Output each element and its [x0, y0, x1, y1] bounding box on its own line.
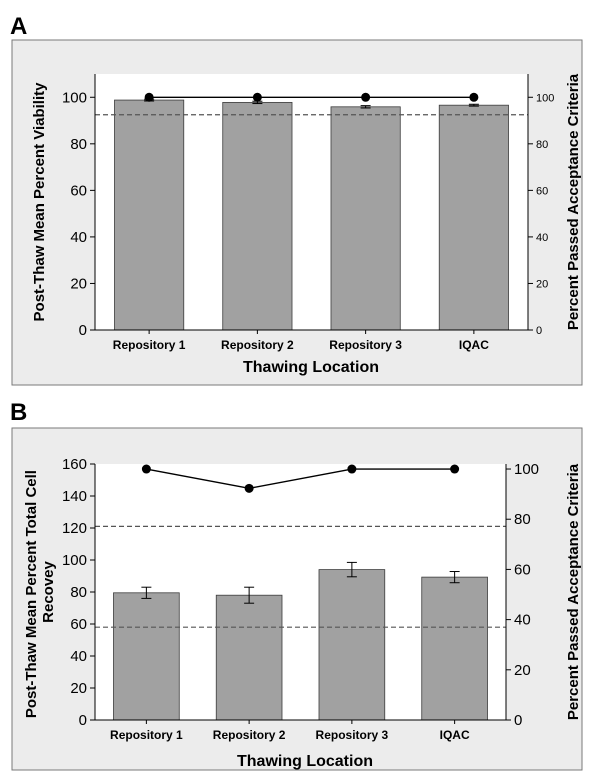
- panel-a-right-tick-label-40: 40: [536, 232, 548, 244]
- panel-a-x-axis-label: Thawing Location: [243, 359, 379, 376]
- panel-b-y-axis-label-line-1: Post-Thaw Mean Percent Total Cell: [23, 470, 40, 718]
- panel-a-left-tick-label-100: 100: [62, 89, 87, 106]
- panel-b-left-tick-label-60: 60: [70, 616, 87, 633]
- panel-b-left-tick-label-80: 80: [70, 584, 87, 601]
- panel-a-right-tick-label-20: 20: [536, 278, 548, 290]
- panel-a-right-tick-label-60: 60: [536, 185, 548, 197]
- panel-a-left-tick-label-0: 0: [79, 322, 87, 339]
- panel-a-right-tick-label-80: 80: [536, 139, 548, 151]
- panel-a-left-tick-label-60: 60: [70, 182, 87, 199]
- panel-a-category-label-2: Repository 2: [221, 338, 294, 352]
- panel-a-bar-4: [438, 104, 509, 331]
- panel-b-right-tick-label-0: 0: [514, 712, 522, 729]
- panel-b-y-axis-label: Post-Thaw Mean Percent Total Cell Recove…: [23, 466, 57, 718]
- panel-b-category-label-3: Repository 3: [316, 728, 389, 742]
- panel-b-category-label-4: IQAC: [440, 728, 470, 742]
- panel-a-percent-passed-point-4: [469, 92, 479, 102]
- panel-a-right-axis-label: Percent Passed Acceptance Criteria: [565, 73, 582, 330]
- panel-b-category-label-1: Repository 1: [110, 728, 183, 742]
- panel-b-right-tick-label-100: 100: [514, 461, 539, 478]
- panel-b-category-label-2: Repository 2: [213, 728, 286, 742]
- panel-b-chart: 0 20 40 60 80 100 120 140 160 0 20 40 60 80 100 Reposit…: [62, 456, 539, 742]
- panel-b-right-tick-label-80: 80: [514, 511, 531, 528]
- panel-b-left-tick-label-40: 40: [70, 648, 87, 665]
- panel-b-right-tick-label-20: 20: [514, 662, 531, 679]
- panel-b-percent-passed-line: [146, 468, 455, 490]
- panel-b-bar-4: [421, 576, 488, 721]
- panel-a-left-tick-label-20: 20: [70, 275, 87, 292]
- panel-a-category-label-4: IQAC: [459, 338, 489, 352]
- panel-a-y-axis-label: Post-Thaw Mean Percent Viability: [31, 82, 48, 322]
- panel-b-bar-1: [113, 592, 180, 721]
- panel-b-left-tick-label-100: 100: [62, 552, 87, 569]
- panel-a-percent-passed-point-2: [252, 92, 262, 102]
- panel-a-right-tick-label-0: 0: [536, 325, 542, 337]
- panel-a-category-label-3: Repository 3: [329, 338, 402, 352]
- panel-a-bar-3: [330, 106, 401, 331]
- panel-b-left-tick-label-160: 160: [62, 456, 87, 473]
- panel-b-left-tick-label-0: 0: [79, 712, 87, 729]
- panel-a-percent-passed-point-3: [361, 92, 371, 102]
- panel-b-y-axis-label-line-2: Recovey: [40, 560, 57, 622]
- panel-a-category-label-1: Repository 1: [113, 338, 186, 352]
- panel-a-letter: A: [10, 13, 27, 40]
- panel-a-bar-1: [114, 99, 185, 331]
- panel-b-left-tick-label-120: 120: [62, 520, 87, 537]
- panel-a-right-tick-label-100: 100: [536, 92, 554, 104]
- panel-b-percent-passed-point-4: [450, 464, 460, 474]
- panel-b-right-tick-label-60: 60: [514, 561, 531, 578]
- panel-a-left-tick-label-80: 80: [70, 136, 87, 153]
- panel-b-percent-passed-point-2: [244, 483, 254, 493]
- panel-b-right-tick-label-40: 40: [514, 612, 531, 629]
- panel-b-left-tick-label-20: 20: [70, 680, 87, 697]
- panel-a-percent-passed-point-1: [144, 92, 154, 102]
- panel-b-x-axis-label: Thawing Location: [237, 753, 373, 770]
- panel-a-left-tick-label-40: 40: [70, 229, 87, 246]
- panel-a-chart: 0 20 40 60 80 100 0 20 40 60 80 100 Repository 1 Repo…: [62, 74, 554, 352]
- panel-b-left-tick-label-140: 140: [62, 488, 87, 505]
- panel-b-percent-passed-point-3: [347, 464, 357, 474]
- panel-b-percent-passed-point-1: [141, 464, 151, 474]
- panel-b-bar-3: [318, 569, 386, 721]
- panel-b-letter: B: [10, 399, 27, 426]
- panel-a-bar-2: [222, 101, 293, 331]
- panel-b-bar-2: [215, 594, 283, 721]
- panel-b-right-axis-label: Percent Passed Acceptance Criteria: [565, 463, 582, 720]
